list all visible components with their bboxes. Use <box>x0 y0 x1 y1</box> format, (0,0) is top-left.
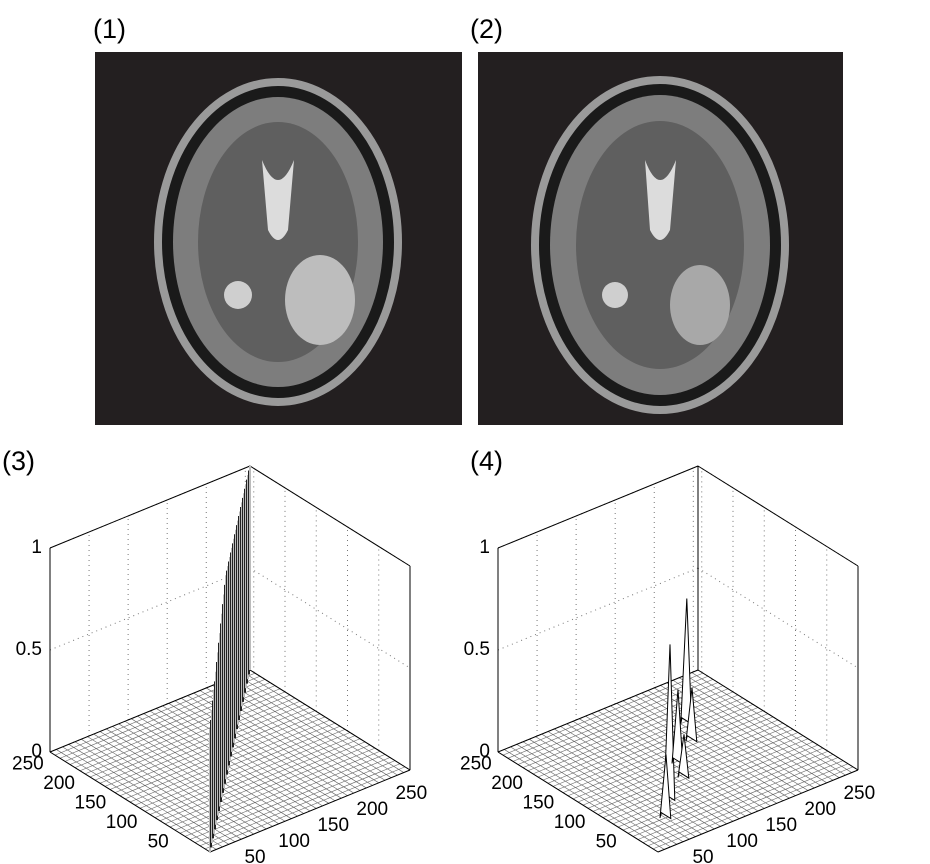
floor-mesh <box>169 703 329 803</box>
x-tick-label: 150 <box>317 815 349 836</box>
floor-mesh <box>629 698 789 798</box>
x-tick-label: 200 <box>804 799 836 820</box>
grid-line <box>698 568 858 668</box>
axis-box <box>498 466 698 548</box>
grid-line <box>250 568 410 668</box>
floor-mesh <box>95 698 295 780</box>
floor-mesh <box>244 673 404 773</box>
y-tick-label: 200 <box>43 773 75 794</box>
floor-mesh <box>558 708 758 790</box>
axis-box <box>698 670 858 770</box>
floor-mesh <box>623 701 783 801</box>
floor-mesh <box>636 696 796 796</box>
grid-line <box>498 568 698 650</box>
floor-mesh <box>163 706 323 806</box>
axis-box <box>698 466 858 566</box>
floor-mesh <box>100 701 300 783</box>
axis-box <box>250 466 410 566</box>
mri-image <box>95 52 462 425</box>
floor-mesh <box>80 689 280 771</box>
panel-label: (4) <box>470 446 503 476</box>
axis-box <box>250 670 410 770</box>
axis-box <box>50 466 250 548</box>
y-tick-label: 100 <box>554 812 586 833</box>
floor-mesh <box>85 692 285 774</box>
x-tick-label: 50 <box>692 847 713 864</box>
floor-mesh <box>181 698 341 798</box>
y-tick-label: 150 <box>523 792 555 813</box>
x-tick-label: 150 <box>765 815 797 836</box>
y-tick-label: 50 <box>148 831 169 852</box>
x-tick-label: 50 <box>244 847 265 864</box>
z-tick-label: 0.5 <box>464 639 490 660</box>
z-tick-label: 1 <box>479 537 490 558</box>
z-tick-label: 0.5 <box>16 639 42 660</box>
x-tick-label: 250 <box>843 783 875 804</box>
y-tick-label: 200 <box>491 773 523 794</box>
floor-mesh <box>238 675 398 775</box>
y-tick-label: 100 <box>106 812 138 833</box>
floor-mesh <box>692 673 852 773</box>
mri-image <box>478 52 843 425</box>
x-tick-label: 200 <box>356 799 388 820</box>
y-tick-label: 250 <box>460 753 492 774</box>
x-tick-label: 100 <box>726 831 758 852</box>
floor-mesh <box>231 678 391 778</box>
floor-mesh <box>617 703 777 803</box>
x-tick-label: 250 <box>395 783 427 804</box>
y-tick-label: 250 <box>12 753 44 774</box>
floor-mesh <box>548 701 748 783</box>
panel-label: (1) <box>93 14 126 44</box>
floor-mesh <box>175 701 335 801</box>
y-tick-label: 150 <box>75 792 107 813</box>
floor-mesh <box>538 695 738 777</box>
floor-mesh <box>90 695 290 777</box>
floor-mesh <box>673 680 833 780</box>
floor-mesh <box>533 692 733 774</box>
floor-mesh <box>679 678 839 778</box>
floor-mesh <box>543 698 743 780</box>
panel-label: (3) <box>2 446 35 476</box>
floor-mesh <box>563 711 763 793</box>
panel-label: (2) <box>470 14 503 44</box>
floor-mesh <box>686 675 846 775</box>
floor-mesh <box>225 680 385 780</box>
floor-mesh <box>75 686 275 768</box>
z-tick-label: 1 <box>31 537 42 558</box>
x-tick-label: 100 <box>278 831 310 852</box>
floor-mesh <box>528 689 728 771</box>
figure: (1) (2) (3) (4) 00.515010015020025050100… <box>0 0 930 864</box>
y-tick-label: 50 <box>596 831 617 852</box>
